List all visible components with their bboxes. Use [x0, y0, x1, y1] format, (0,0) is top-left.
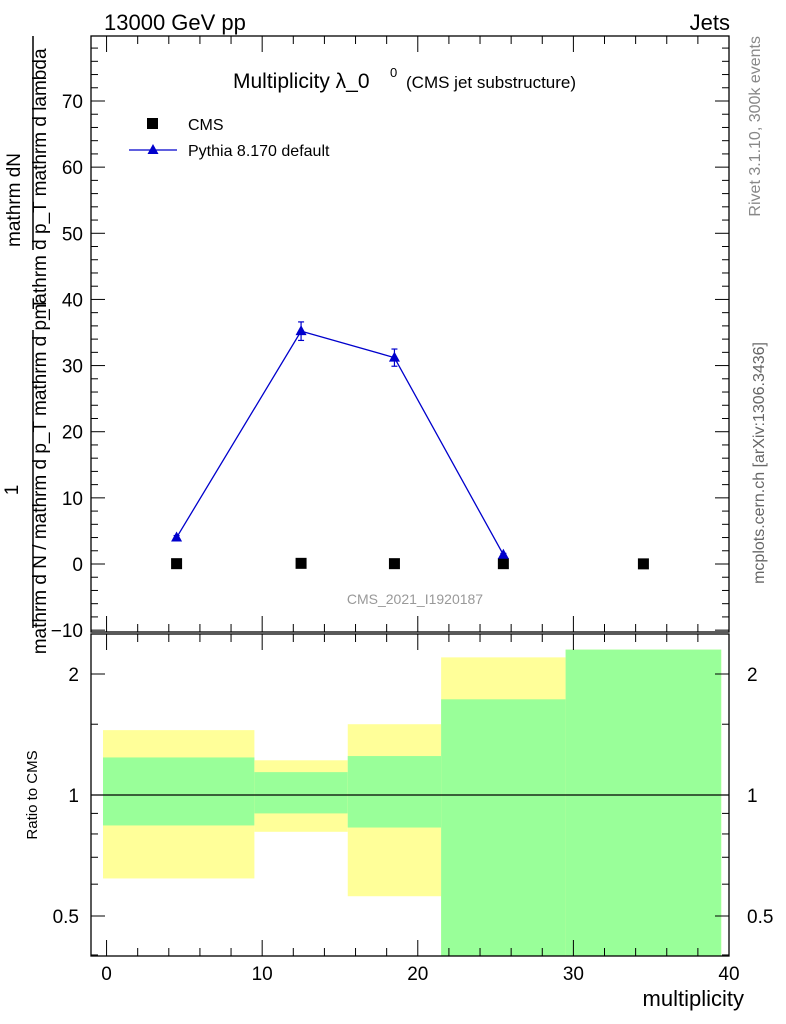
analysis-label: CMS_2021_I1920187 — [347, 591, 483, 607]
ratio-band-inner — [565, 649, 722, 956]
ratio-band-inner — [347, 756, 442, 828]
side-label-bottom: mcplots.cern.ch [arXiv:1306.3436] — [751, 342, 768, 584]
y-tick-label: 50 — [62, 224, 83, 245]
pythia-point — [295, 325, 307, 336]
title-main: Multiplicity λ_0 — [233, 70, 370, 93]
y-label-top-numerator: mathrm dN — [4, 153, 25, 247]
ratio-y-tick-label-right: 2 — [747, 665, 758, 686]
ratio-frame — [90, 633, 730, 957]
cms-point — [295, 557, 307, 569]
header-right-label: Jets — [690, 10, 730, 35]
cms-point — [388, 558, 400, 570]
x-tick-label: 10 — [252, 964, 273, 985]
pythia-point — [171, 531, 183, 542]
legend-marker-cms — [147, 118, 158, 129]
ratio-axes: 0.5 0.51 12 20 10 20 30 40 — [53, 634, 773, 985]
title-superscript: 0 — [390, 65, 397, 80]
legend-label-pythia: Pythia 8.170 default — [188, 143, 330, 160]
x-tick-label: 40 — [718, 964, 739, 985]
y-axis-label: mathrm dN mathrm d p_T mathrm d lambda 1… — [2, 36, 51, 654]
y-tick-label: 10 — [62, 489, 83, 510]
title-suffix: (CMS jet substructure) — [406, 73, 576, 92]
ratio-band-inner — [254, 772, 348, 814]
y-tick-label: −10 — [51, 621, 83, 642]
ratio-y-tick-label-right: 0.5 — [747, 907, 773, 928]
ratio-y-label: Ratio to CMS — [24, 750, 41, 839]
header-left-label: 13000 GeV pp — [104, 10, 246, 35]
x-tick-label: 30 — [563, 964, 584, 985]
y-tick-label: 30 — [62, 357, 83, 378]
pythia-point — [388, 351, 400, 362]
ratio-y-tick-label: 2 — [68, 665, 79, 686]
ratio-bands — [103, 649, 722, 956]
legend-label-cms: CMS — [188, 117, 224, 134]
y-label-bottom-denominator: mathrm d N / mathrm d p_T mathrm d p_T — [30, 297, 51, 654]
cms-point — [171, 558, 183, 570]
cms-point — [497, 558, 509, 570]
pythia-line — [176, 330, 504, 556]
pythia-point — [497, 548, 509, 559]
plot-title: Multiplicity λ_0 0 (CMS jet substructure… — [233, 65, 576, 93]
y-tick-label: 60 — [62, 158, 83, 179]
y-label-bottom-numerator: 1 — [2, 485, 23, 496]
y-tick-label: 20 — [62, 423, 83, 444]
x-tick-label: 20 — [407, 964, 428, 985]
main-frame — [90, 35, 730, 633]
x-axis-label: multiplicity — [643, 986, 744, 1011]
ratio-band-inner — [441, 699, 566, 956]
side-label-top: Rivet 3.1.10, 300k events — [747, 36, 764, 217]
ratio-y-tick-label: 1 — [68, 786, 79, 807]
ratio-y-tick-label: 0.5 — [53, 907, 79, 928]
cms-point — [637, 558, 649, 570]
ratio-y-tick-label-right: 1 — [747, 786, 758, 807]
y-tick-label: 70 — [62, 92, 83, 113]
ratio-band-inner — [103, 757, 255, 826]
main-data — [171, 321, 649, 570]
x-tick-label: 0 — [101, 964, 112, 985]
main-axes: −10 0 10 20 30 40 50 60 70 — [51, 36, 730, 642]
legend: CMS Pythia 8.170 default — [129, 117, 330, 160]
y-tick-label: 0 — [72, 555, 83, 576]
y-label-top-denominator: mathrm d p_T mathrm d lambda — [30, 48, 51, 319]
legend-marker-pythia — [147, 144, 159, 154]
y-tick-label: 40 — [62, 290, 83, 311]
